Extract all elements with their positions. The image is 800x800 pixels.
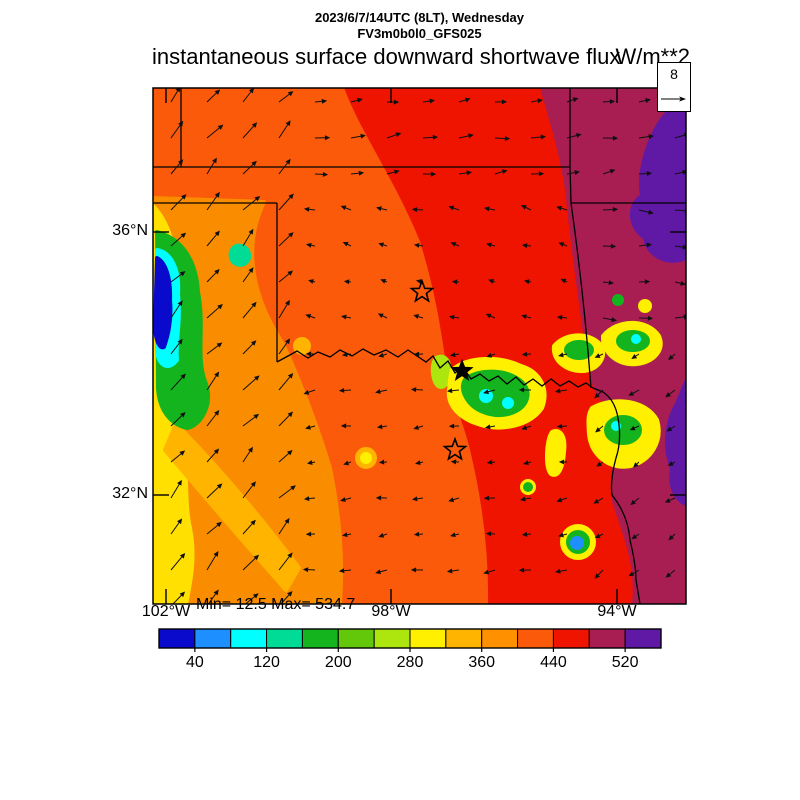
lon-tick-label: 94°W: [597, 603, 637, 620]
colorbar-tick-label: 360: [468, 654, 495, 671]
star-marker: [450, 358, 474, 381]
wind-reference-arrow-icon: [661, 96, 686, 102]
colorbar-tick-label: 440: [540, 654, 567, 671]
lat-tick-label: 36°N: [112, 222, 148, 239]
lon-tick-label: 102°W: [141, 603, 191, 620]
colorbar-tick-label: 200: [325, 654, 352, 671]
star-marker: [442, 436, 468, 461]
colorbar-tick-label: 520: [612, 654, 639, 671]
star-marker: [409, 278, 435, 303]
map-frame: [152, 87, 687, 605]
state-borders: [153, 88, 686, 604]
lon-tick-label: 98°W: [371, 603, 411, 620]
wind-reference-value: 8: [670, 66, 678, 82]
lat-tick-label: 32°N: [112, 485, 148, 502]
wind-arrows: [170, 88, 686, 604]
run-datetime: 2023/6/7/14UTC (8LT), Wednesday: [314, 10, 525, 25]
model-name: FV3m0b0l0_GFS025: [357, 26, 482, 41]
flux-field: [153, 88, 686, 604]
minmax-annotation: Min= 12.5 Max= 534.7: [196, 596, 356, 613]
wind-reference-box: 8: [657, 62, 691, 112]
city-star-markers: [409, 278, 474, 461]
colorbar-tick-label: 120: [253, 654, 280, 671]
colorbar-tick-label: 40: [186, 654, 204, 671]
colorbar-tick-label: 280: [397, 654, 424, 671]
plot-title: instantaneous surface downward shortwave…: [152, 44, 621, 69]
